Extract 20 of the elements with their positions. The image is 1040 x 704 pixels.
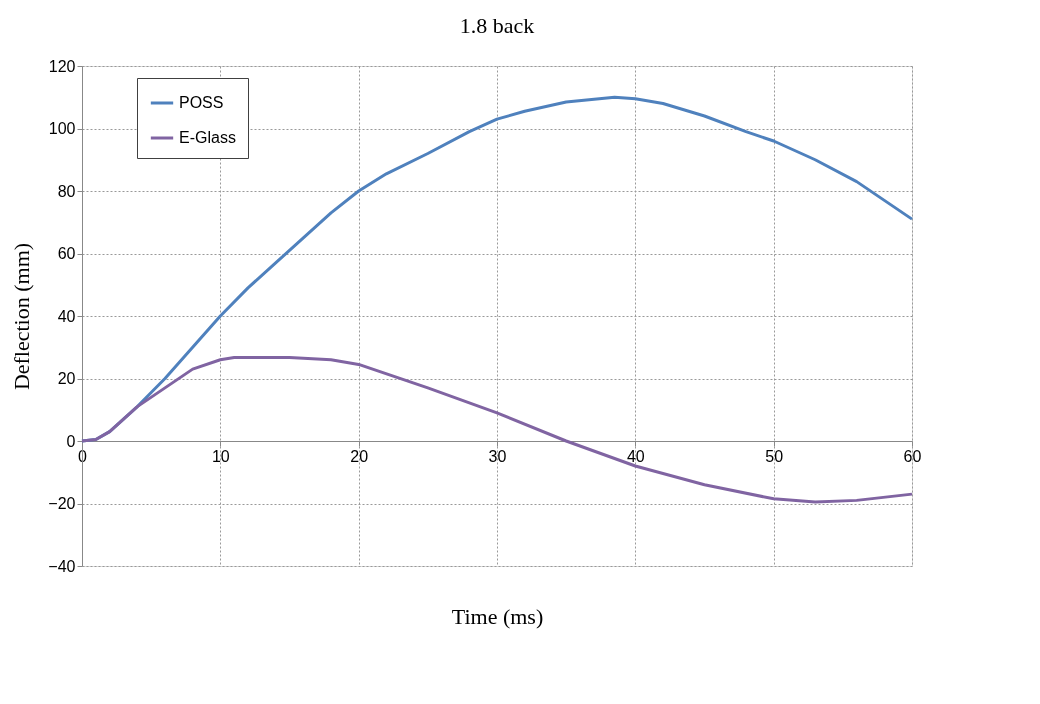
y-tick-label: 80: [57, 182, 76, 200]
y-tick-label: 40: [57, 307, 76, 325]
x-axis-title: Time (ms): [451, 603, 544, 629]
x-tick-label: 40: [626, 447, 645, 465]
x-tick-label: 30: [488, 447, 507, 465]
x-tick-label: 60: [903, 447, 922, 465]
y-tick-label: 20: [57, 370, 76, 387]
x-tick-label: 20: [350, 447, 369, 465]
chart-title: 1.8 back: [459, 13, 535, 38]
x-tick-label: 50: [765, 447, 784, 465]
y-tick-label: 0: [66, 432, 76, 450]
legend-label: POSS: [179, 94, 224, 111]
y-tick-label: −40: [48, 557, 76, 575]
y-tick-label: −20: [48, 495, 76, 512]
legend-label: E-Glass: [179, 129, 236, 146]
y-axis-title: Deflection (mm): [9, 242, 35, 391]
y-tick-label: 120: [48, 57, 76, 75]
y-tick-label: 100: [48, 120, 76, 137]
x-tick-label: 10: [211, 447, 230, 465]
y-tick-label: 60: [57, 245, 76, 262]
